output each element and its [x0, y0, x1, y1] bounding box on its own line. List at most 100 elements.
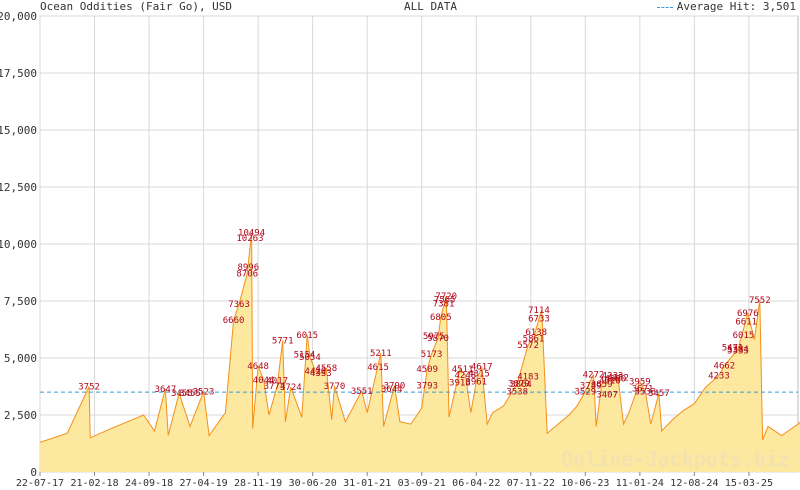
- y-tick-label: 0: [30, 466, 37, 479]
- hit-value-label: 7363: [228, 300, 250, 310]
- y-tick-label: 7,500: [4, 295, 37, 308]
- legend: Average Hit: 3,501: [656, 0, 796, 13]
- y-tick-label: 10,000: [0, 238, 37, 251]
- hit-value-label: 5870: [427, 334, 449, 344]
- hit-value-label: 3647: [155, 385, 177, 395]
- hit-value-label: 3533: [634, 387, 656, 397]
- hit-value-label: 4016: [599, 376, 621, 386]
- series-line: [39, 232, 800, 443]
- chart-title: Ocean Oddities (Fair Go), USD: [40, 0, 233, 13]
- hit-value-label: 5054: [299, 353, 321, 363]
- hit-value-label: 8706: [236, 270, 258, 280]
- hit-value-label: 5333: [727, 346, 749, 356]
- hit-value-label: 4615: [367, 363, 389, 373]
- hit-value-label: 3859: [591, 380, 613, 390]
- hit-value-label: 4183: [517, 373, 539, 383]
- hit-value-label: 5384: [727, 345, 749, 355]
- x-tick-label: 31-01-21: [343, 478, 391, 489]
- x-tick-label: 24-09-18: [125, 478, 173, 489]
- hit-value-label: 3523: [193, 388, 215, 398]
- hit-value-label: 3455: [179, 389, 201, 399]
- hit-value-label: 5572: [517, 341, 539, 351]
- y-tick-label: 2,500: [4, 409, 37, 422]
- hit-value-label: 4509: [416, 365, 438, 375]
- hit-value-label: 3538: [506, 387, 528, 397]
- hit-value-label: 3551: [351, 387, 373, 397]
- hit-value-label: 3959: [629, 378, 651, 388]
- hit-value-label: 3671: [632, 384, 654, 394]
- hit-value-label: 3644: [381, 385, 403, 395]
- hit-value-label: 4333: [310, 369, 332, 379]
- hit-value-label: 5771: [272, 336, 294, 346]
- hit-value-label: 6611: [735, 317, 757, 327]
- x-tick-label: 15-03-25: [725, 478, 773, 489]
- x-tick-label: 22-07-17: [16, 478, 64, 489]
- hit-value-label: 5861: [523, 334, 545, 344]
- hit-value-label: 6660: [223, 316, 245, 326]
- hit-value-label: 7565: [434, 296, 456, 306]
- hit-value-label: 3864: [510, 380, 532, 390]
- hit-value-label: 4152: [607, 373, 629, 383]
- hit-value-label: 6805: [430, 313, 452, 323]
- watermark: Online-Jackpots.biz: [561, 447, 790, 471]
- hit-value-label: 5975: [423, 332, 445, 342]
- y-tick-label: 5,000: [4, 352, 37, 365]
- hit-value-label: 10494: [238, 229, 265, 239]
- x-tick-label: 10-06-23: [561, 478, 609, 489]
- x-tick-label: 30-06-20: [289, 478, 337, 489]
- hit-value-label: 5211: [370, 349, 392, 359]
- hit-value-label: 5173: [421, 350, 443, 360]
- hit-value-label: 3407: [596, 390, 618, 400]
- y-tick-label: 17,500: [0, 67, 37, 80]
- hit-value-label: 3918: [449, 379, 471, 389]
- legend-average-label: Average Hit: 3,501: [676, 0, 796, 13]
- hit-value-label: 6015: [733, 331, 755, 341]
- hit-value-label: 4662: [714, 362, 736, 372]
- hit-value-label: 3529: [574, 388, 596, 398]
- hit-value-label: 4090: [604, 375, 626, 385]
- hit-value-label: 3455: [171, 389, 193, 399]
- hit-value-label: 4315: [468, 370, 490, 380]
- hit-value-label: 4233: [602, 371, 624, 381]
- y-tick-label: 15,000: [0, 124, 37, 137]
- hit-value-label: 5471: [722, 343, 744, 353]
- hit-value-label: 7114: [528, 306, 550, 316]
- hit-value-label: 3770: [324, 382, 346, 392]
- hit-value-label: 4233: [708, 371, 730, 381]
- x-tick-label: 21-02-18: [70, 478, 118, 489]
- hit-value-label: 5154: [294, 350, 316, 360]
- x-tick-label: 03-09-21: [398, 478, 446, 489]
- hit-value-label: 7381: [433, 300, 455, 310]
- legend-average-swatch: [656, 6, 673, 8]
- hit-value-label: 3790: [384, 382, 406, 392]
- x-tick-label: 12-08-24: [670, 478, 718, 489]
- x-tick-label: 07-11-22: [507, 478, 555, 489]
- hit-value-label: 10263: [236, 234, 263, 244]
- hit-value-label: 7552: [749, 296, 771, 306]
- hit-value-label: 6138: [525, 328, 547, 338]
- hit-value-label: 4511: [452, 365, 474, 375]
- hit-value-label: 4044: [253, 376, 275, 386]
- hit-value-label: 3793: [416, 382, 438, 392]
- hit-value-label: 3789: [580, 382, 602, 392]
- hit-value-label: 4617: [471, 363, 493, 373]
- y-tick-label: 20,000: [0, 10, 37, 23]
- hit-value-label: 7720: [435, 292, 457, 302]
- hit-value-label: 3879: [508, 380, 530, 390]
- hit-value-label: 8996: [237, 263, 259, 273]
- hit-value-label: 3752: [78, 382, 100, 392]
- x-tick-label: 27-04-19: [180, 478, 228, 489]
- chart-subtitle: ALL DATA: [404, 0, 457, 13]
- hit-value-label: 4558: [315, 364, 337, 374]
- hit-value-label: 4017: [266, 376, 288, 386]
- x-tick-label: 28-11-19: [234, 478, 282, 489]
- hit-value-label: 6733: [528, 314, 550, 324]
- hit-value-label: 3457: [648, 389, 670, 399]
- x-tick-label: 11-01-24: [616, 478, 664, 489]
- hit-value-label: 4648: [247, 362, 269, 372]
- hit-value-label: 4248: [455, 371, 477, 381]
- hit-value-label: 3724: [280, 383, 302, 393]
- hit-value-label: 3961: [465, 378, 487, 388]
- x-tick-label: 06-04-22: [452, 478, 500, 489]
